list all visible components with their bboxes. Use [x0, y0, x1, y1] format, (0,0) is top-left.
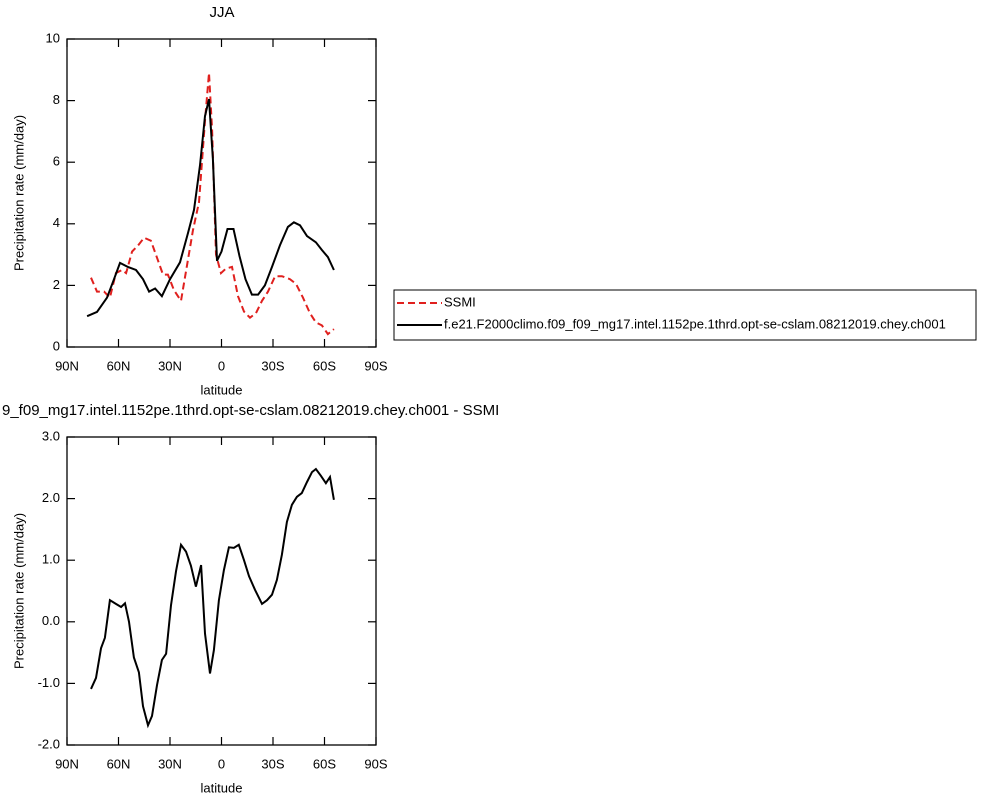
x-tick-label: 90N	[55, 756, 79, 771]
x-tick-label: 30S	[261, 358, 284, 373]
legend-label: SSMI	[444, 294, 476, 309]
y-axis-label: Precipitation rate (mm/day)	[11, 115, 26, 271]
x-tick-label: 90N	[55, 358, 79, 373]
x-tick-label: 30N	[158, 756, 182, 771]
plot-frame	[66, 436, 377, 746]
x-tick-label: 30N	[158, 358, 182, 373]
y-tick-label: 2.0	[42, 490, 60, 505]
x-tick-label: 0	[218, 358, 225, 373]
x-axis-label: latitude	[201, 780, 243, 795]
y-tick-label: 4	[53, 215, 60, 230]
y-tick-label: 8	[53, 92, 60, 107]
legend-label: f.e21.F2000climo.f09_f09_mg17.intel.1152…	[444, 316, 946, 331]
x-tick-label: 90S	[364, 756, 387, 771]
y-tick-label: 6	[53, 154, 60, 169]
legend-box	[393, 289, 977, 341]
chart-title: JJA	[209, 4, 234, 21]
y-tick-label: 3.0	[42, 428, 60, 443]
y-tick-label: 0.0	[42, 613, 60, 628]
chart-title: 9_f09_mg17.intel.1152pe.1thrd.opt-se-csl…	[2, 402, 499, 419]
y-tick-label: 1.0	[42, 552, 60, 567]
data-line	[90, 72, 335, 336]
x-tick-label: 30S	[261, 756, 284, 771]
x-axis-label: latitude	[201, 382, 243, 397]
x-tick-label: 60S	[313, 756, 336, 771]
x-tick-label: 90S	[364, 358, 387, 373]
x-tick-label: 60N	[107, 358, 131, 373]
y-tick-label: 10	[46, 30, 60, 45]
plot-frame	[66, 38, 377, 348]
y-tick-label: 2	[53, 277, 60, 292]
x-tick-label: 60S	[313, 358, 336, 373]
x-tick-label: 0	[218, 756, 225, 771]
data-line	[86, 98, 335, 318]
y-tick-label: -1.0	[38, 675, 60, 690]
y-tick-label: 0	[53, 338, 60, 353]
y-axis-label: Precipitation rate (mm/day)	[11, 513, 26, 669]
x-tick-label: 60N	[107, 756, 131, 771]
y-tick-label: -2.0	[38, 736, 60, 751]
data-line	[90, 467, 335, 729]
